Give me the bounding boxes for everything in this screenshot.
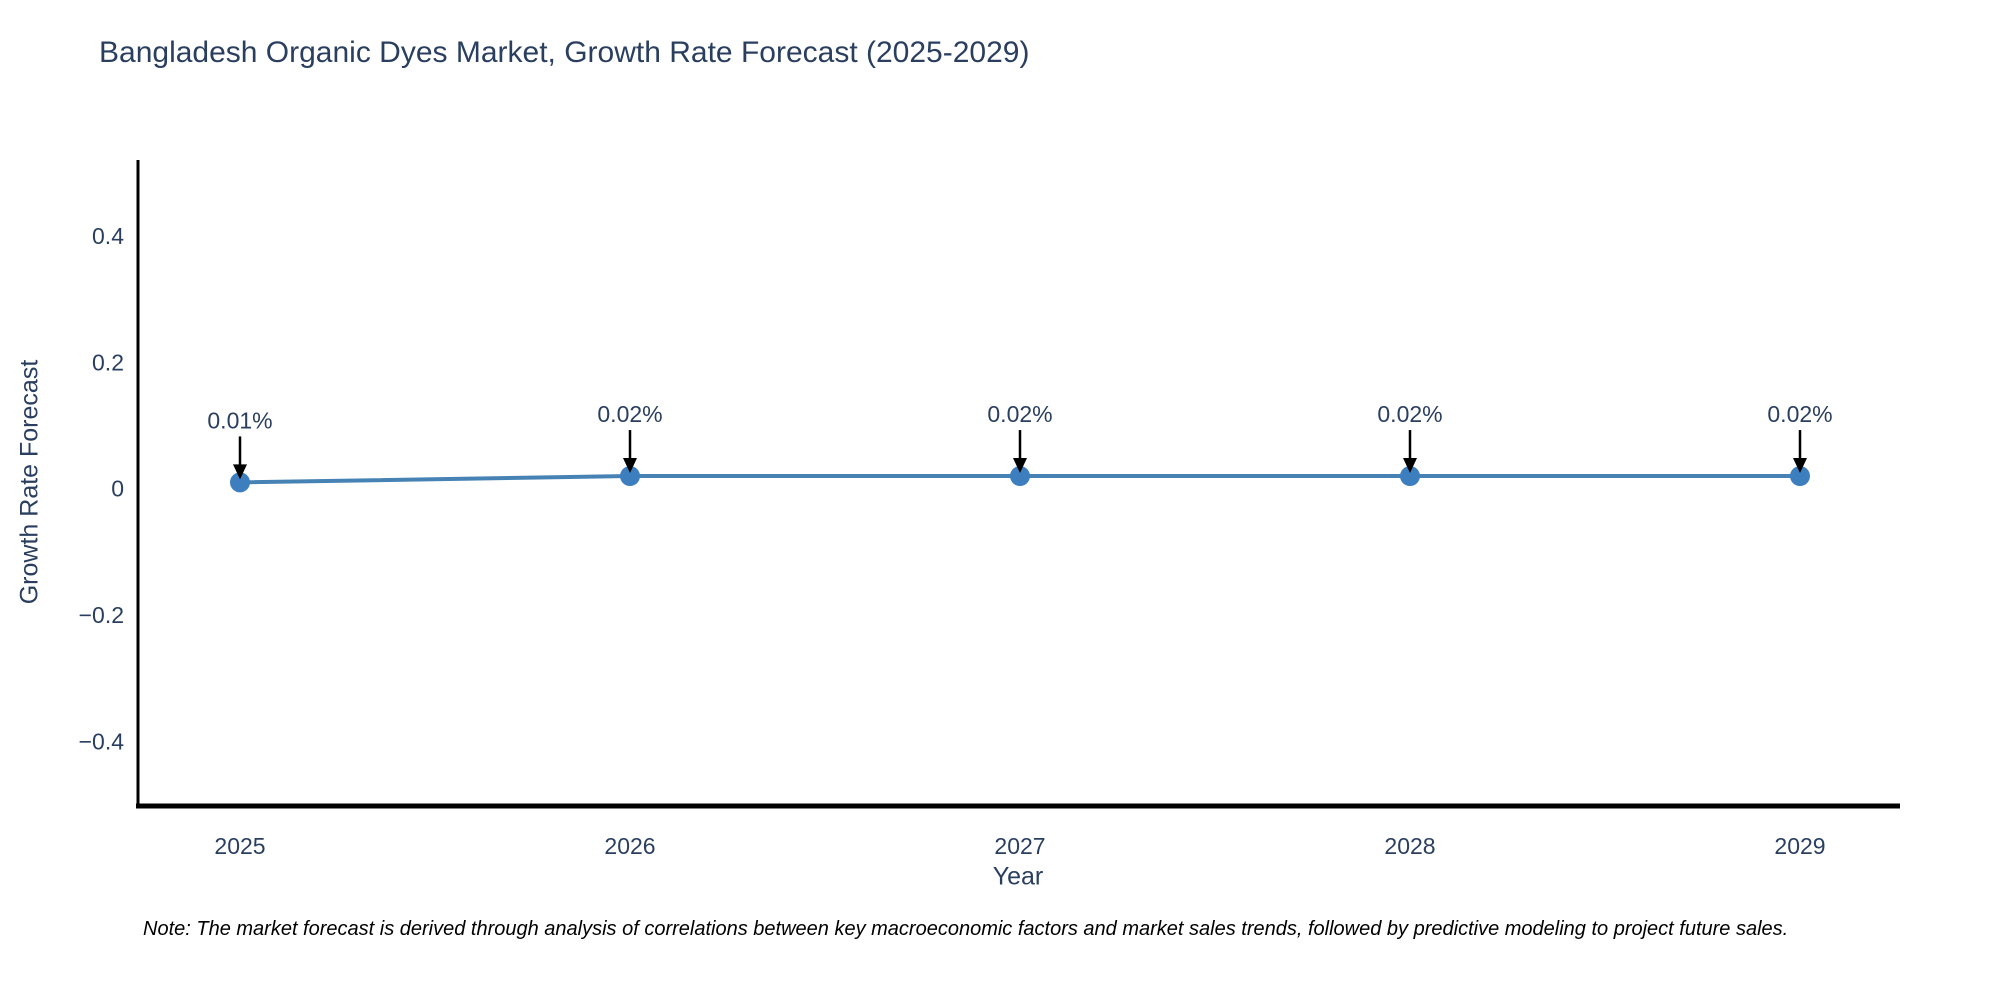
annotation-label: 0.02% (1377, 401, 1442, 427)
annotation-arrowhead (1403, 458, 1417, 474)
y-tick-label: −0.2 (79, 602, 124, 628)
annotation-arrowhead (1013, 458, 1027, 474)
annotation-label: 0.01% (207, 407, 272, 433)
x-tick-label: 2026 (604, 833, 655, 859)
annotation-label: 0.02% (1767, 401, 1832, 427)
x-tick-label: 2029 (1774, 833, 1825, 859)
annotation-arrowhead (1793, 458, 1807, 474)
x-tick-label: 2027 (994, 833, 1045, 859)
x-tick-label: 2025 (214, 833, 265, 859)
y-tick-label: −0.4 (79, 729, 125, 755)
y-tick-label: 0 (111, 476, 124, 502)
y-tick-label: 0.2 (92, 349, 124, 375)
data-point-marker (1790, 466, 1810, 487)
chart-title: Bangladesh Organic Dyes Market, Growth R… (99, 36, 1030, 69)
annotation-arrowhead (623, 458, 637, 474)
annotation-label: 0.02% (987, 401, 1052, 427)
data-point-marker (230, 472, 250, 493)
annotation-arrowhead (233, 464, 247, 480)
data-point-marker (1010, 466, 1030, 487)
x-tick-label: 2028 (1384, 833, 1435, 859)
annotation-label: 0.02% (597, 401, 662, 427)
data-point-marker (1400, 466, 1420, 487)
y-tick-label: 0.4 (92, 223, 124, 249)
footnote-text: Note: The market forecast is derived thr… (143, 918, 1789, 940)
data-point-marker (620, 466, 640, 487)
x-axis-title: Year (992, 862, 1044, 891)
